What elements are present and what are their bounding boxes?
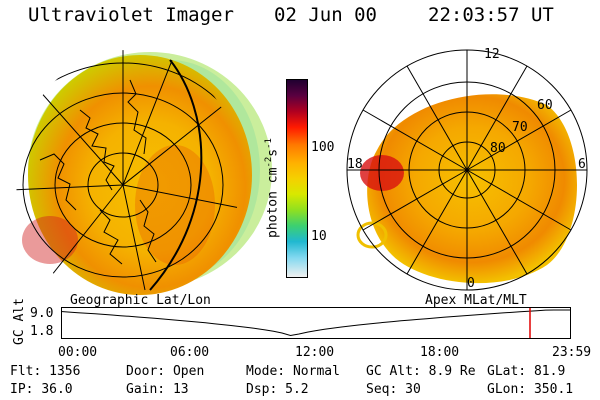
app-title: Ultraviolet Imager [28,4,234,26]
altitude-ylabel: GC Alt [12,298,27,345]
status-glat-value: 81.9 [533,364,566,379]
altitude-xtick-1800: 18:00 [420,345,460,360]
status-glon-label: GLon: [487,382,527,397]
apex-caption: Apex MLat/MLT [425,293,527,308]
status-dsp: Dsp: 5.2 [246,382,309,397]
status-ip-label: IP: [10,382,34,397]
status-flt: Flt: 1356 [10,364,80,379]
status-seq: Seq: 30 [366,382,421,397]
geographic-caption: Geographic Lat/Lon [70,293,211,308]
mlt-label-6: 6 [578,157,586,172]
color-scale-bar [286,79,308,278]
status-gc-alt-value: 8.9 Re [428,364,476,379]
status-ip-value: 36.0 [41,382,73,397]
mlat-label-70: 70 [512,120,528,135]
status-flt-label: Flt: [10,364,42,379]
status-flt-value: 1356 [49,364,81,379]
colorbar-label-sup1: -2 [264,156,274,168]
status-ip: IP: 36.0 [10,382,73,397]
observation-time: 22:03:57 UT [428,4,554,26]
status-mode-value: Normal [292,364,340,379]
altitude-plot-frame [61,307,571,339]
status-gc-alt-label: GC Alt: [366,364,421,379]
mlat-label-80: 80 [490,141,506,156]
status-glat: GLat: 81.9 [487,364,565,379]
status-gain: Gain: 13 [126,382,189,397]
status-dsp-value: 5.2 [285,382,309,397]
status-mode: Mode: Normal [246,364,340,379]
status-gain-label: Gain: [126,382,166,397]
altitude-xtick-0000: 00:00 [58,345,98,360]
colorbar-label-unit: photon cm [265,167,281,238]
status-door-label: Door: [126,364,166,379]
status-mode-label: Mode: [246,364,286,379]
altitude-ylabel-text: GC Alt [12,298,27,345]
altitude-xtick-1200: 12:00 [295,345,335,360]
status-door: Door: Open [126,364,204,379]
apex-mlat-mlt-image [346,49,588,291]
altitude-plot [60,307,571,339]
colorbar-label-mid: s [265,148,281,157]
status-gain-value: 13 [172,382,189,397]
observation-date: 02 Jun 00 [274,4,377,26]
geographic-image [16,50,272,306]
mlt-label-18: 18 [347,157,363,172]
status-glon-value: 350.1 [533,382,574,397]
colorbar-label-sup2: -1 [264,138,274,149]
status-gc-alt: GC Alt: 8.9 Re [366,364,476,379]
status-glon: GLon: 350.1 [487,382,573,397]
colorbar-label: photon cm-2s-1 [264,138,280,238]
colorbar-tick-100: 100 [311,140,335,155]
status-door-value: Open [172,364,205,379]
status-seq-value: 30 [405,382,421,397]
mlt-label-0: 0 [467,276,475,291]
status-glat-label: GLat: [487,364,527,379]
colorbar-tick-10: 10 [311,229,327,244]
altitude-ytick-min: 1.8 [30,324,54,339]
altitude-curve [60,309,571,337]
altitude-xtick-0600: 06:00 [170,345,210,360]
mlt-label-12: 12 [484,47,500,62]
altitude-xtick-2359: 23:59 [552,345,592,360]
altitude-ytick-max: 9.0 [30,306,54,321]
status-dsp-label: Dsp: [246,382,278,397]
mlat-label-60: 60 [537,98,553,113]
status-seq-label: Seq: [366,382,398,397]
